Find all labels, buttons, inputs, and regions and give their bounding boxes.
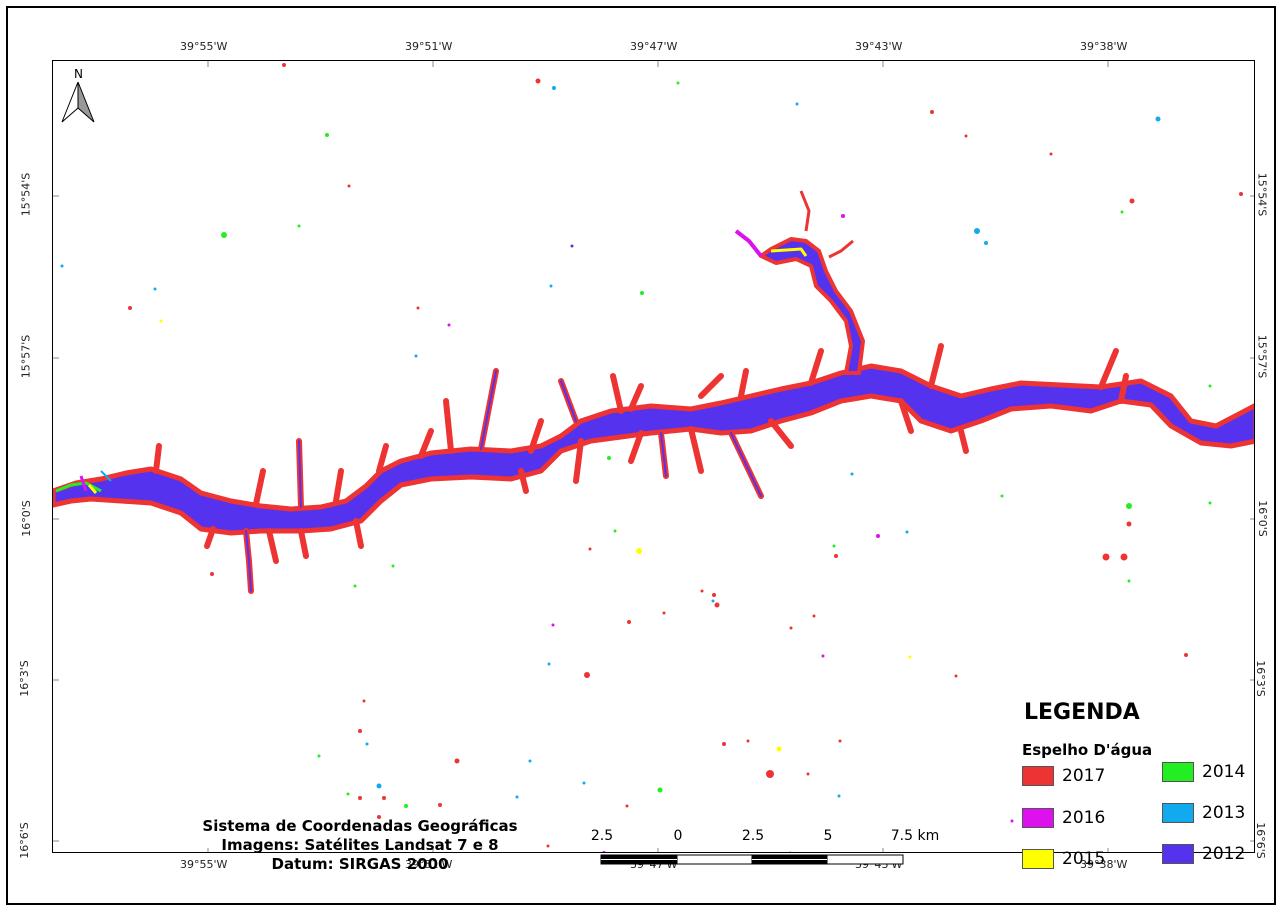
left-tick-1: 15°54'S: [19, 172, 33, 217]
right-tick-4: 16°3'S: [1253, 660, 1267, 697]
top-tick-4: 39°43'W: [855, 40, 903, 53]
legend-swatch: [1162, 844, 1194, 864]
imagery-line: Imagens: Satélites Landsat 7 e 8: [221, 836, 499, 854]
left-inlet: [55, 470, 112, 494]
legend-swatch: [1162, 803, 1194, 823]
right-tick-2: 15°57'S: [1255, 334, 1269, 379]
top-tick-2: 39°51'W: [405, 40, 453, 53]
map-frame: [6, 6, 1276, 905]
top-tick-5: 39°38'W: [1080, 40, 1128, 53]
legend-label: 2014: [1202, 762, 1246, 782]
bottom-tick-2: 39°51'W: [405, 858, 453, 871]
left-tick-4: 16°3'S: [17, 660, 31, 697]
right-tick-5: 16°6'S: [1253, 822, 1267, 859]
legend-title: LEGENDA: [1024, 700, 1140, 725]
scale-bar: [600, 854, 904, 865]
legend-swatch: [1022, 766, 1054, 786]
reservoir-body: [53, 190, 1254, 536]
bottom-tick-1: 39°55'W: [180, 858, 228, 871]
graticule-ticks: [53, 61, 1254, 852]
reservoir-map: [53, 61, 1254, 852]
legend-label: 2017: [1062, 766, 1106, 786]
map-canvas[interactable]: [52, 60, 1255, 853]
datum-line: Datum: SIRGAS 2000: [271, 855, 449, 873]
right-tick-3: 16°0'S: [1255, 500, 1269, 537]
map-info-block: Sistema de Coordenadas Geográficas Image…: [190, 817, 530, 874]
scale-label-2: 2.5: [741, 828, 765, 844]
bottom-tick-5: 39°38'W: [1080, 858, 1128, 871]
legend-subtitle: Espelho D'água: [1022, 741, 1153, 759]
left-tick-2: 15°57'S: [19, 334, 33, 379]
left-tick-5: 16°6'S: [17, 822, 31, 859]
left-tick-3: 16°0'S: [19, 500, 33, 537]
legend-label: 2015: [1062, 849, 1106, 869]
crs-line: Sistema de Coordenadas Geográficas: [202, 817, 518, 835]
top-tick-1: 39°55'W: [180, 40, 228, 53]
scale-label-0: 2.5: [590, 828, 614, 844]
legend-label: 2016: [1062, 808, 1106, 828]
top-tick-3: 39°47'W: [630, 40, 678, 53]
legend-swatch: [1162, 762, 1194, 782]
legend-label: 2012: [1202, 844, 1246, 864]
scale-label-3: 5: [823, 828, 833, 844]
legend-swatch: [1022, 849, 1054, 869]
scale-label-1: 0: [673, 828, 683, 844]
scattered-ponds: [60, 63, 1243, 852]
north-arrow-icon: N: [61, 67, 95, 123]
tributaries: [153, 343, 1129, 594]
scale-label-4: 7.5 km: [890, 828, 940, 844]
north-label: N: [74, 67, 83, 81]
right-tick-1: 15°54'S: [1255, 172, 1269, 217]
legend-label: 2013: [1202, 803, 1246, 823]
legend-swatch: [1022, 808, 1054, 828]
